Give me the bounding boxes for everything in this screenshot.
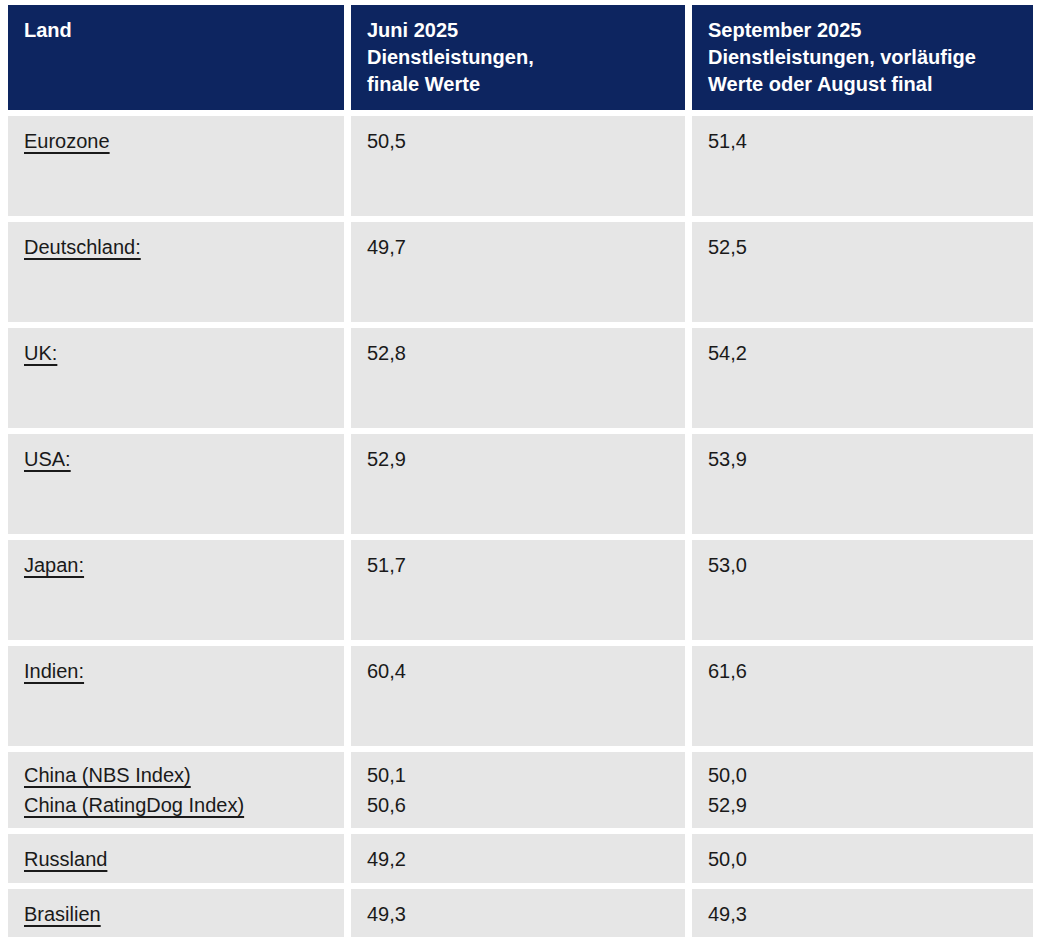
cell-land: Russland bbox=[8, 834, 344, 883]
cell-land: Brasilien bbox=[8, 889, 344, 937]
cell-juni-value: 49,2 bbox=[351, 834, 685, 883]
country-link-eurozone[interactable]: Eurozone bbox=[24, 130, 110, 152]
cell-juni-value: 49,3 bbox=[351, 889, 685, 937]
cell-juni-value: 50,5 bbox=[351, 116, 685, 216]
cell-september-value: 49,3 bbox=[692, 889, 1033, 937]
cell-september-value: 51,4 bbox=[692, 116, 1033, 216]
cell-september-value: 50,0 bbox=[692, 834, 1033, 883]
cell-juni-value: 49,7 bbox=[351, 222, 685, 322]
cell-september-value: 53,9 bbox=[692, 434, 1033, 534]
cell-september-value: 52,5 bbox=[692, 222, 1033, 322]
cell-land: UK: bbox=[8, 328, 344, 428]
cell-juni-value: 52,8 bbox=[351, 328, 685, 428]
header-cell-land: Land bbox=[8, 5, 344, 110]
country-link-china[interactable]: China (NBS Index) China (RatingDog Index… bbox=[24, 764, 244, 816]
country-link-deutschland[interactable]: Deutschland: bbox=[24, 236, 141, 258]
cell-juni-value: 60,4 bbox=[351, 646, 685, 746]
cell-september-value: 61,6 bbox=[692, 646, 1033, 746]
page: Land Juni 2025 Dienstleistungen, finale … bbox=[0, 0, 1042, 945]
country-link-uk[interactable]: UK: bbox=[24, 342, 57, 364]
country-link-usa[interactable]: USA: bbox=[24, 448, 71, 470]
cell-september-value: 50,0 52,9 bbox=[692, 752, 1033, 828]
header-cell-september-2025: September 2025 Dienstleistungen, vorläuf… bbox=[692, 5, 1033, 110]
cell-land: Indien: bbox=[8, 646, 344, 746]
cell-september-value: 54,2 bbox=[692, 328, 1033, 428]
cell-land: China (NBS Index) China (RatingDog Index… bbox=[8, 752, 344, 828]
country-link-indien[interactable]: Indien: bbox=[24, 660, 84, 682]
cell-land: Japan: bbox=[8, 540, 344, 640]
cell-land: Eurozone bbox=[8, 116, 344, 216]
cell-juni-value: 50,1 50,6 bbox=[351, 752, 685, 828]
cell-juni-value: 51,7 bbox=[351, 540, 685, 640]
country-link-japan[interactable]: Japan: bbox=[24, 554, 84, 576]
cell-land: USA: bbox=[8, 434, 344, 534]
cell-september-value: 53,0 bbox=[692, 540, 1033, 640]
cell-juni-value: 52,9 bbox=[351, 434, 685, 534]
pmi-table: Land Juni 2025 Dienstleistungen, finale … bbox=[8, 5, 1033, 937]
country-link-russland[interactable]: Russland bbox=[24, 848, 107, 870]
cell-land: Deutschland: bbox=[8, 222, 344, 322]
country-link-brasilien[interactable]: Brasilien bbox=[24, 903, 101, 925]
header-cell-juni-2025: Juni 2025 Dienstleistungen, finale Werte bbox=[351, 5, 685, 110]
